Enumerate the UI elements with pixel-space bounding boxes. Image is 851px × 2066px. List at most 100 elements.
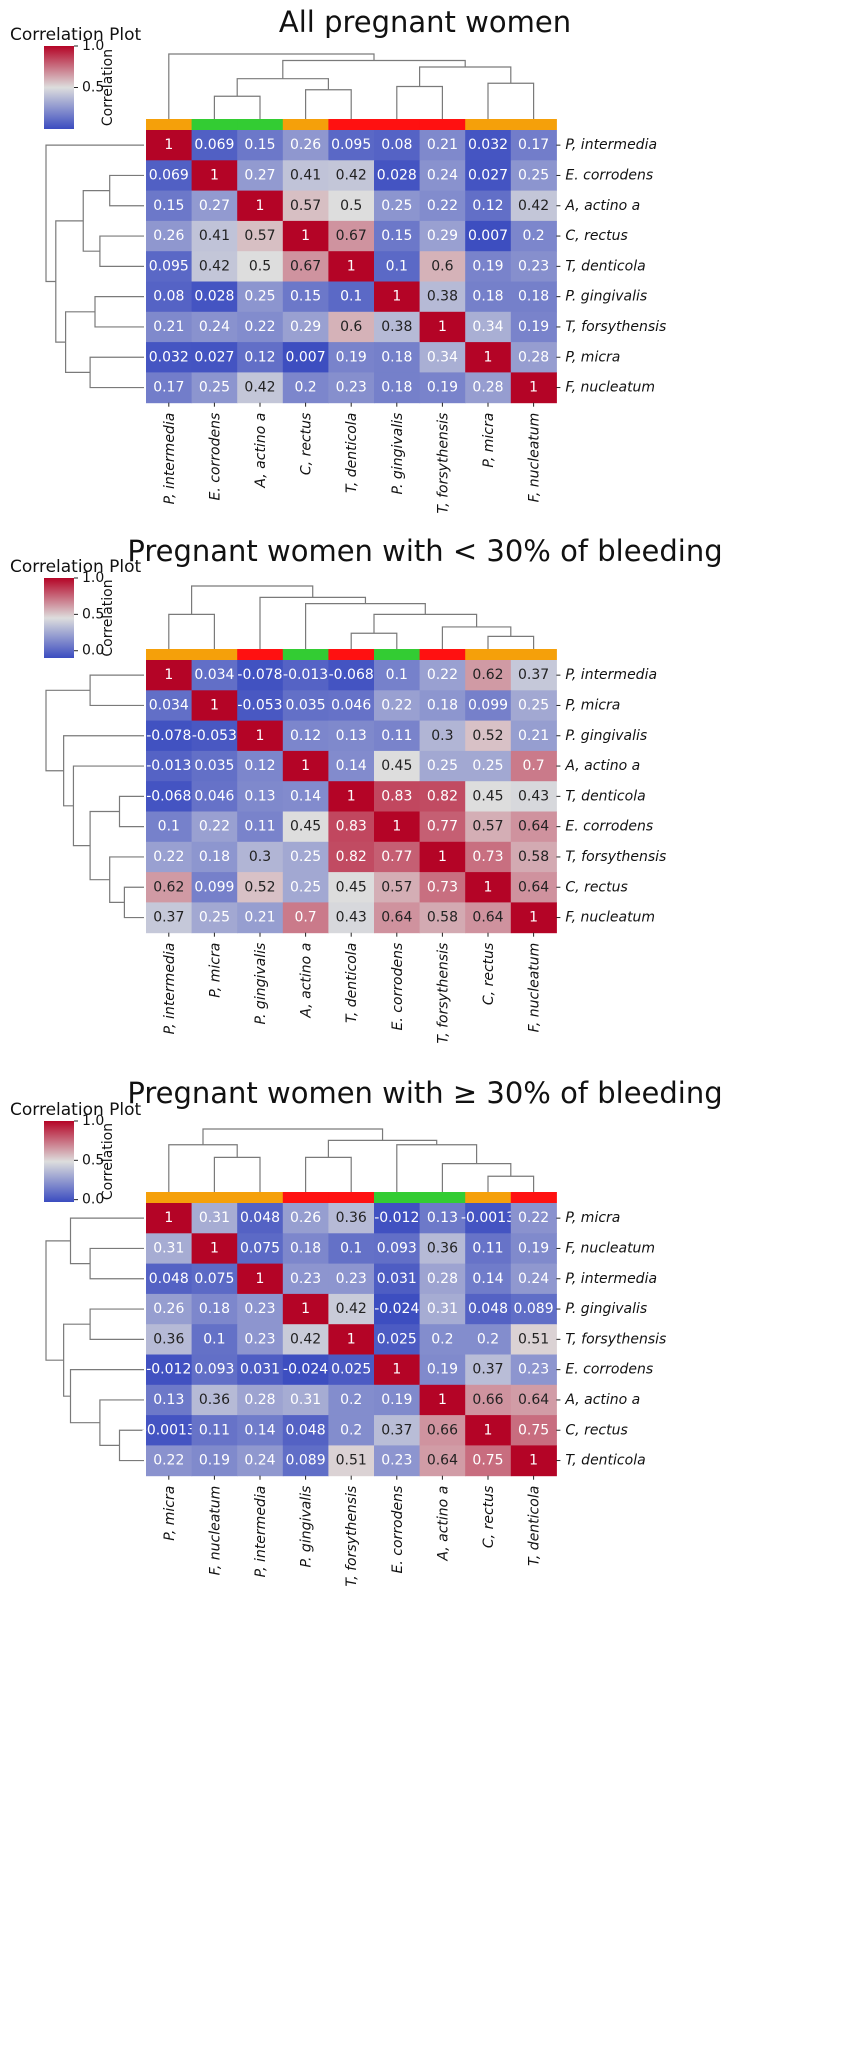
cell-value-label: 0.23 [290, 1271, 321, 1287]
heatmap-cell [237, 1324, 284, 1355]
colorbar-tick-label: 0.5 [82, 606, 104, 622]
cluster-color-orange [510, 649, 557, 660]
heatmap-cell [510, 1384, 557, 1416]
row-dendrogram [45, 1217, 144, 1462]
heatmap-cell [374, 720, 421, 752]
heatmap-cell [465, 160, 512, 192]
heatmap-cell [237, 902, 284, 934]
cluster-color-orange [510, 119, 557, 130]
dendrogram-link [202, 1128, 384, 1145]
cell-value-label: 0.77 [427, 819, 458, 835]
heatmap-cell [419, 872, 466, 903]
cell-value-label: 0.027 [468, 167, 508, 183]
heatmap-cell [237, 1354, 284, 1386]
colorbar-tick-label: 0.0 [82, 1192, 104, 1208]
heatmap-cell [465, 281, 512, 313]
heatmap-cell [146, 781, 193, 812]
heatmap-cell [282, 1233, 329, 1265]
heatmap-cell [146, 1203, 193, 1234]
cell-value-label: 0.2 [477, 1331, 499, 1347]
column-label: A, actino a [299, 943, 315, 1019]
heatmap-cell [374, 342, 421, 373]
cell-value-label: 0.099 [194, 879, 234, 895]
cluster-color-orange [282, 119, 329, 130]
dendrogram-link [69, 1369, 144, 1424]
heatmap-cell [282, 342, 329, 373]
cell-value-label: 0.22 [199, 819, 230, 835]
dendrogram-link [396, 85, 443, 119]
heatmap-cell [282, 311, 329, 343]
cell-value-label: 0.62 [472, 667, 503, 683]
colorbar-tick-label: 1.0 [82, 1113, 104, 1129]
heatmap-cell [191, 130, 238, 161]
row-label: A, actino a [564, 1392, 640, 1408]
heatmap-cell [191, 750, 238, 782]
heatmap-cell [191, 1415, 238, 1446]
cell-value-label: 0.52 [244, 879, 275, 895]
cluster-color-green [191, 119, 238, 130]
heatmap-cell [328, 750, 375, 782]
heatmap-cell [328, 720, 375, 752]
row-label: E. corrodens [565, 1362, 653, 1378]
cell-value-label: 0.3 [249, 849, 271, 865]
heatmap-cell [237, 190, 284, 222]
heatmap-cell [328, 1384, 375, 1416]
cell-value-label: 0.26 [153, 1301, 184, 1317]
cell-value-label: 0.089 [514, 1301, 554, 1317]
row-dendrogram [45, 674, 144, 919]
cell-value-label: 0.5 [249, 258, 271, 274]
cluster-color-orange [465, 119, 512, 130]
cell-value-label: 1 [301, 228, 310, 244]
heatmap-cell [465, 130, 512, 161]
heatmap-cell [328, 190, 375, 222]
dendrogram-link [259, 596, 367, 649]
cell-value-label: 0.42 [518, 198, 549, 214]
column-label: P. gingivalis [299, 1486, 315, 1568]
column-label: P, intermedia [253, 1486, 269, 1578]
colorbar-tick-label: 0.0 [82, 643, 104, 659]
cell-value-label: 0.64 [472, 910, 503, 926]
cell-value-label: 0.1 [158, 819, 180, 835]
cell-value-label: 0.18 [427, 697, 458, 713]
row-label: T, denticola [565, 1453, 645, 1469]
cell-value-label: 0.22 [427, 198, 458, 214]
heatmap-cell [419, 811, 466, 843]
cell-value-label: 1 [392, 1362, 401, 1378]
heatmap-cell [374, 251, 421, 282]
cell-value-label: 0.3 [431, 728, 453, 744]
cell-value-label: 0.13 [244, 788, 275, 804]
heatmap-cell [191, 902, 238, 934]
dendrogram-link [72, 765, 144, 847]
cell-value-label: 0.23 [244, 1331, 275, 1347]
column-label: E. corrodens [390, 943, 406, 1031]
heatmap-cell [419, 160, 466, 192]
heatmap-cell [465, 1354, 512, 1386]
cell-value-label: 0.67 [290, 258, 321, 274]
dendrogram-link [282, 59, 466, 79]
cell-value-label: 0.31 [199, 1210, 230, 1226]
cell-value-label: 0.82 [427, 788, 458, 804]
heatmap-panel-3: Pregnant women with ≥ 30% of bleedingCor… [10, 1076, 723, 1587]
heatmap-cell [419, 311, 466, 343]
heatmap-cell [328, 160, 375, 192]
cell-value-label: 0.19 [518, 319, 549, 335]
cell-value-label: -0.012 [374, 1210, 419, 1226]
heatmap-cell [510, 190, 557, 222]
cell-value-label: 0.034 [149, 697, 189, 713]
cell-value-label: 0.18 [381, 380, 412, 396]
cell-value-label: 1 [347, 258, 356, 274]
column-label: E. corrodens [390, 1486, 406, 1574]
cell-value-label: -0.053 [237, 697, 282, 713]
cluster-color-orange [146, 119, 193, 130]
heatmap-cell [510, 781, 557, 812]
heatmap-cell [146, 660, 193, 691]
column-label: P, micra [207, 943, 223, 998]
heatmap-cell [237, 311, 284, 343]
cluster-color-orange [465, 649, 512, 660]
cell-value-label: 0.31 [427, 1301, 458, 1317]
cluster-color-red [282, 1192, 329, 1203]
heatmap-cell [510, 1263, 557, 1295]
cell-value-label: 0.26 [290, 137, 321, 153]
dendrogram-link [45, 144, 144, 283]
